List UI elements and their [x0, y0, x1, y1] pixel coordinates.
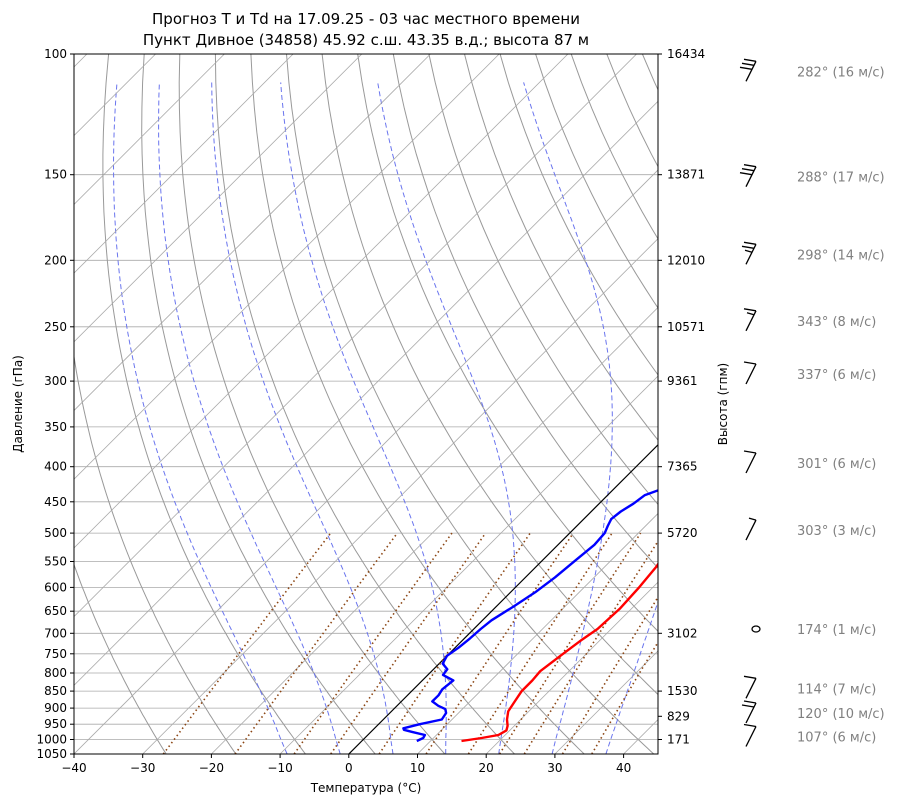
wind-label: 174° (1 м/с): [797, 623, 876, 638]
height-tick-label: 3102: [667, 626, 698, 640]
height-tick-label: 12010: [667, 253, 705, 267]
y-tick-label: 300: [44, 374, 67, 388]
height-tick-label: 5720: [667, 526, 698, 540]
y-tick-label: 200: [44, 253, 67, 267]
height-tick-label: 16434: [667, 47, 705, 61]
wind-label: 107° (6 м/с): [797, 731, 876, 746]
y-tick-label: 600: [44, 580, 67, 594]
x-tick-label: 40: [616, 761, 631, 775]
y-axis-right-title: Высота (гпм): [716, 363, 730, 445]
height-tick-label: 1530: [667, 684, 698, 698]
x-tick-label: −40: [61, 761, 86, 775]
y-tick-label: 1050: [36, 747, 67, 761]
y-tick-label: 400: [44, 460, 67, 474]
y-tick-label: 100: [44, 47, 67, 61]
y-tick-label: 550: [44, 555, 67, 569]
wind-label: 114° (7 м/с): [797, 682, 876, 697]
y-tick-label: 1000: [36, 733, 67, 747]
x-tick-label: 20: [479, 761, 494, 775]
y-tick-label: 650: [44, 604, 67, 618]
y-tick-label: 850: [44, 684, 67, 698]
y-tick-label: 150: [44, 168, 67, 182]
height-tick-label: 7365: [667, 460, 698, 474]
wind-label: 301° (6 м/с): [797, 457, 876, 472]
height-tick-label: 171: [667, 733, 690, 747]
y-tick-label: 750: [44, 647, 67, 661]
wind-label: 298° (14 м/с): [797, 248, 885, 263]
x-axis-title: Температура (°C): [310, 781, 422, 795]
y-tick-label: 450: [44, 495, 67, 509]
y-axis-title: Давление (гПа): [11, 355, 25, 453]
wind-label: 337° (6 м/с): [797, 368, 876, 383]
wind-label: 343° (8 м/с): [797, 315, 876, 330]
x-tick-label: 30: [547, 761, 562, 775]
wind-label: 120° (10 м/с): [797, 707, 885, 722]
wind-label: 282° (16 м/с): [797, 65, 885, 80]
height-tick-label: 13871: [667, 168, 705, 182]
height-tick-label: 829: [667, 709, 690, 723]
x-tick-label: 10: [410, 761, 425, 775]
wind-label: 303° (3 м/с): [797, 524, 876, 539]
x-tick-label: 0: [345, 761, 353, 775]
chart-title-line1: Прогноз T и Td на 17.09.25 - 03 час мест…: [152, 10, 580, 28]
x-tick-label: −30: [130, 761, 155, 775]
x-tick-label: −20: [199, 761, 224, 775]
x-tick-label: −10: [267, 761, 292, 775]
y-tick-label: 950: [44, 717, 67, 731]
y-tick-label: 900: [44, 701, 67, 715]
chart-title-line2: Пункт Дивное (34858) 45.92 с.ш. 43.35 в.…: [143, 31, 589, 49]
y-tick-label: 800: [44, 666, 67, 680]
y-tick-label: 700: [44, 626, 67, 640]
height-tick-label: 9361: [667, 374, 698, 388]
y-tick-label: 500: [44, 526, 67, 540]
y-tick-label: 250: [44, 320, 67, 334]
y-tick-label: 350: [44, 420, 67, 434]
height-tick-label: 10571: [667, 320, 705, 334]
wind-label: 288° (17 м/с): [797, 171, 885, 186]
